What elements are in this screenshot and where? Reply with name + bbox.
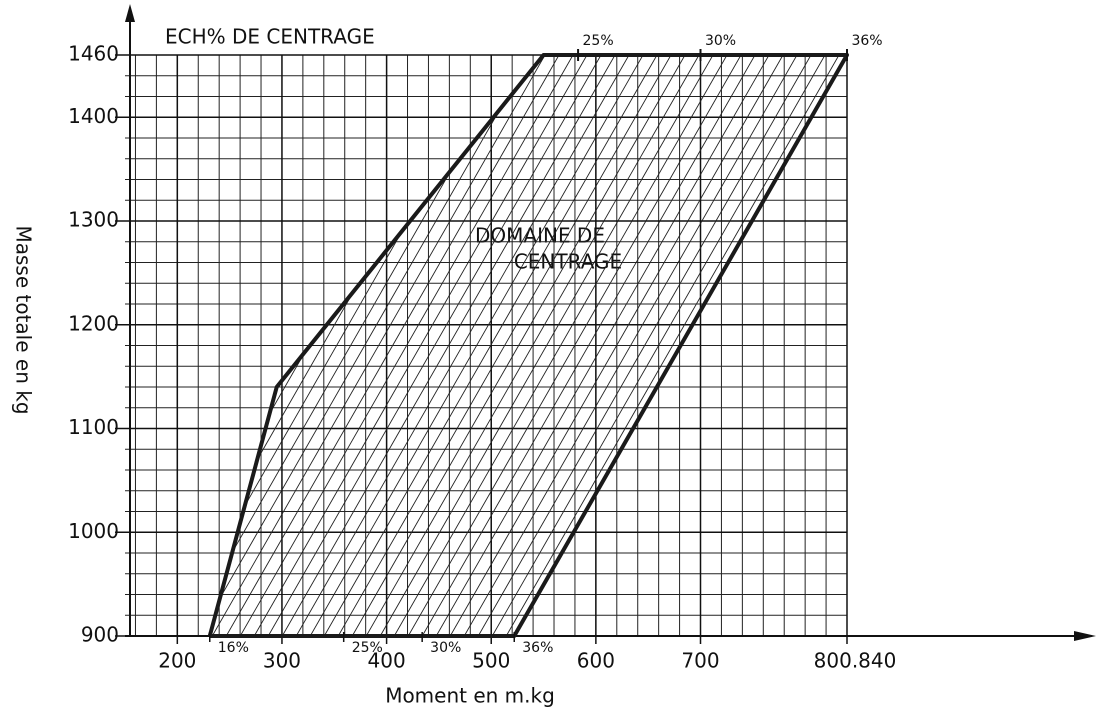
hatch-line [239,55,574,636]
hatch-line [870,55,1109,636]
hatch-line [407,55,742,636]
hatch-line [435,55,770,636]
hatch-line [393,55,728,636]
x-axis-label: Moment en m.kg [385,684,555,708]
region-label: CENTRAGE [514,250,622,274]
hatch-line [477,55,812,636]
top-percent-label: 36% [851,33,882,49]
y-tick-label: 1100 [68,415,119,439]
x-axis-arrow [1074,631,1096,641]
x-tick-label: 700 [681,649,719,673]
bottom-percent-label: 25% [352,640,383,656]
hatch-line [841,55,847,636]
x-tick-label: 400 [368,649,406,673]
x-tick-label: 500 [472,649,510,673]
hatch-line [351,55,686,636]
hatch-line [421,55,756,636]
chart-title: ECH% DE CENTRAGE [165,25,375,49]
envelope [207,53,849,638]
bottom-percent-label: 30% [430,640,461,656]
y-tick-label: 1200 [68,311,119,335]
y-tick-label: 1300 [68,208,119,232]
hatch-line [225,55,560,636]
hatch-line [309,55,644,636]
hatch-line [323,55,658,636]
hatch-line [491,55,826,636]
hatch-line [856,55,1109,636]
y-axis-arrow [125,4,135,22]
y-tick-label: 1400 [68,104,119,128]
hatch-line [295,55,630,636]
top-percent-label: 30% [705,33,736,49]
hatch-line [365,55,700,636]
x-tick-label: 200 [158,649,196,673]
hatch-line [505,55,840,636]
hatch-line [463,55,798,636]
hatch-line [337,55,672,636]
hatch-line [827,55,847,636]
y-tick-label: 1460 [68,42,119,66]
hatch-line [253,55,588,636]
hatch-line [813,55,847,636]
hatch-line [209,55,532,636]
x-tick-label: 300 [263,649,301,673]
hatch-line [267,55,602,636]
y-tick-label: 1000 [68,519,119,543]
x-tick-label: 600 [577,649,615,673]
hatch-line [884,55,1109,636]
hatch-line [211,55,546,636]
y-tick-label: 900 [81,623,119,647]
hatch-line [379,55,714,636]
y-axis-label: Masse totale en kg [12,225,36,414]
bottom-percent-label: 16% [218,640,249,656]
hatch-line [281,55,616,636]
bottom-percent-label: 36% [522,640,553,656]
x-tick-label: 800.840 [814,649,897,673]
top-percent-label: 25% [583,33,614,49]
hatch-line [449,55,784,636]
